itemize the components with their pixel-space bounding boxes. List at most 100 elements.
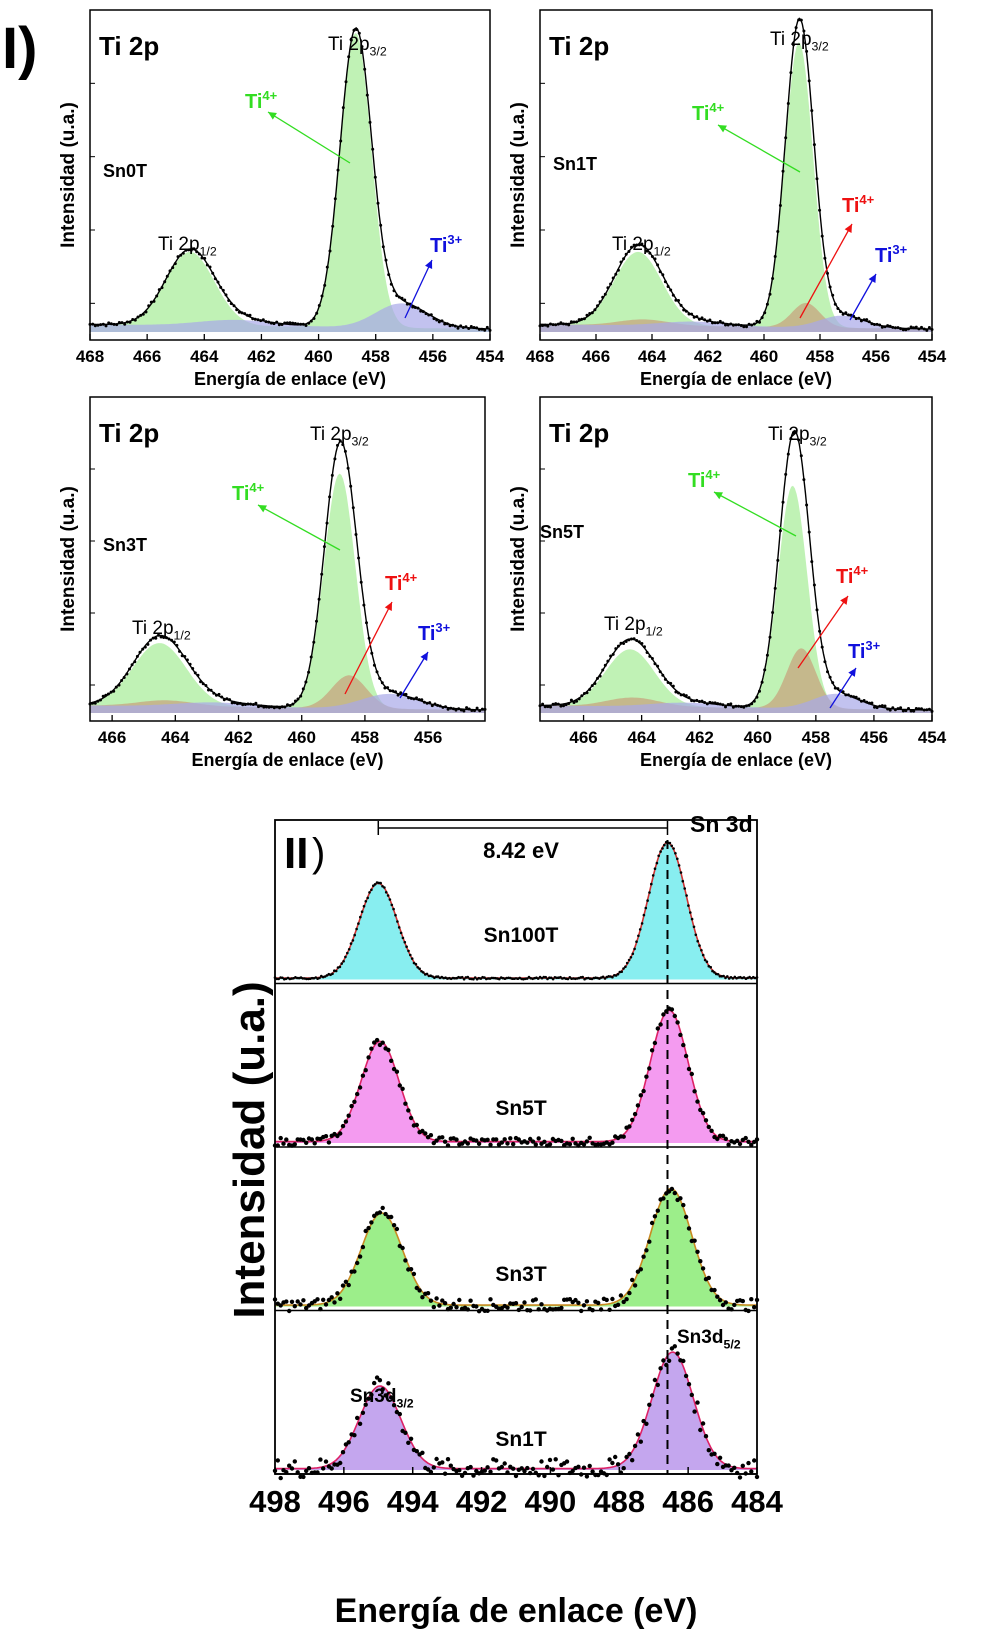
data-point <box>569 320 573 324</box>
data-point <box>238 701 242 705</box>
data-point <box>120 679 124 682</box>
data-point <box>363 1068 368 1073</box>
x-tick-label: 454 <box>918 347 947 366</box>
data-point <box>722 974 725 978</box>
data-point <box>285 321 289 325</box>
data-point <box>616 972 620 976</box>
data-point <box>922 708 926 712</box>
x-tick-label: 464 <box>638 347 667 366</box>
data-point <box>381 885 384 888</box>
data-point <box>544 975 547 979</box>
data-point <box>384 258 388 262</box>
annotation-arrow <box>399 651 429 699</box>
data-point <box>219 285 223 289</box>
data-point <box>549 976 553 980</box>
data-point <box>549 705 552 709</box>
data-point <box>551 702 555 706</box>
data-point <box>630 637 633 641</box>
x-tick-label: 456 <box>414 728 442 747</box>
data-point <box>394 1226 400 1232</box>
data-point <box>792 431 795 435</box>
panel-title: Ti 2p <box>99 418 159 448</box>
data-point <box>104 693 108 697</box>
data-point <box>442 1301 448 1306</box>
data-point <box>138 650 142 654</box>
data-point <box>353 933 357 937</box>
data-point <box>475 326 479 330</box>
data-point <box>168 269 172 273</box>
data-point <box>296 322 300 326</box>
data-point <box>870 701 874 705</box>
data-point <box>901 328 905 332</box>
data-point <box>674 690 678 694</box>
data-point <box>525 1465 530 1471</box>
data-point <box>739 324 743 327</box>
data-point <box>629 956 633 959</box>
data-point <box>351 939 355 942</box>
data-point <box>511 1141 516 1147</box>
data-point <box>624 965 627 968</box>
data-point <box>213 277 217 281</box>
data-point <box>927 326 931 329</box>
data-point <box>325 974 329 977</box>
data-point <box>295 1299 300 1304</box>
data-point <box>441 705 445 709</box>
data-point <box>873 323 876 326</box>
data-point <box>466 975 470 979</box>
peak-label-2p32: Ti 2p3/2 <box>328 34 387 59</box>
data-point <box>643 244 646 248</box>
data-point <box>907 707 910 710</box>
panel-title: Ti 2p <box>549 31 609 61</box>
data-point <box>747 322 751 326</box>
data-point <box>698 1107 703 1113</box>
data-point <box>606 286 610 290</box>
data-point <box>340 1283 346 1288</box>
data-point <box>410 957 414 960</box>
data-point <box>747 703 751 707</box>
data-point <box>585 313 589 317</box>
data-point <box>655 1026 660 1031</box>
data-point <box>399 691 403 695</box>
data-point <box>505 1305 510 1310</box>
data-point <box>596 676 599 680</box>
data-point <box>873 705 876 709</box>
data-point <box>261 318 265 322</box>
data-point <box>272 322 276 326</box>
data-point <box>655 1382 660 1388</box>
data-point <box>462 709 466 713</box>
data-point <box>409 696 413 700</box>
data-point <box>576 1300 581 1306</box>
data-point <box>668 841 672 845</box>
data-point <box>243 312 247 316</box>
data-point <box>461 326 465 329</box>
data-point <box>700 949 703 952</box>
data-point <box>700 1110 706 1116</box>
data-point <box>716 973 720 976</box>
data-point <box>322 545 326 549</box>
data-point <box>695 315 699 319</box>
x-axis-label: Energía de enlace (eV) <box>191 750 383 770</box>
data-point <box>724 323 727 327</box>
data-point <box>684 309 688 313</box>
data-point <box>562 322 565 326</box>
data-point <box>867 701 871 705</box>
data-point <box>424 312 428 316</box>
data-point <box>368 120 372 124</box>
data-point <box>379 223 383 227</box>
data-point <box>836 307 840 310</box>
data-point <box>488 1297 493 1302</box>
x-tick-label: 458 <box>362 347 390 366</box>
data-point <box>275 977 279 981</box>
data-point <box>301 1474 306 1480</box>
data-point <box>185 658 189 662</box>
data-point <box>369 1220 374 1225</box>
data-point <box>622 967 625 970</box>
data-point <box>828 285 832 289</box>
data-point <box>457 707 461 711</box>
data-point <box>659 850 662 853</box>
annotation-ti-3plus: Ti3+ <box>875 242 908 267</box>
data-point <box>584 1139 590 1144</box>
data-point <box>742 705 746 709</box>
data-point <box>157 288 161 292</box>
annotation-arrow <box>799 223 853 319</box>
